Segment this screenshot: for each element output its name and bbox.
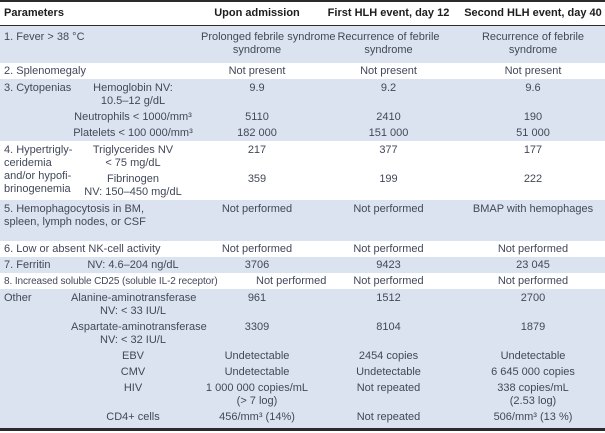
value-cell: Not repeated — [316, 409, 461, 430]
value-cell: Not present — [360, 65, 417, 77]
value-cell: Not present — [228, 65, 286, 77]
row-fever: 1. Fever > 38 °C Prolonged febrile syndro… — [0, 25, 605, 63]
value-cell: 2454 copies — [316, 348, 461, 364]
col-header-upon-admission: Upon admission — [198, 1, 316, 26]
sub-parameter-cell: Triglycerides NV < 75 mg/dL — [92, 144, 174, 169]
value-cell: 9.6 — [461, 79, 605, 109]
col-header-parameters: Parameters — [0, 1, 198, 26]
value-cell: 961 — [198, 289, 316, 319]
value-cell: Undetectable — [316, 364, 461, 380]
value-cell: Not performed — [353, 275, 424, 287]
value-cell: 8104 — [316, 319, 461, 348]
parameter-cell: 1. Fever > 38 °C — [0, 25, 198, 63]
row-nk-activity: 6. Low or absent NK-cell activity Not per… — [0, 241, 605, 257]
row-other-hiv: HIV 1 000 000 copies/mL (> 7 log) Not repe… — [0, 380, 605, 409]
sub-parameter-cell: Alanine-aminotransferase NV: < 33 IU/L — [68, 289, 198, 319]
value-cell: Recurrence of febrile syndrome — [316, 25, 461, 63]
table-body: 1. Fever > 38 °C Prolonged febrile syndro… — [0, 25, 605, 430]
value-cell: Not performed — [198, 200, 316, 241]
value-cell: Prolonged febrile syndrome syndrome — [198, 25, 336, 63]
value-cell: 1 000 000 copies/mL (> 7 log) — [198, 380, 316, 409]
value-cell: BMAP with hemophages — [461, 200, 605, 241]
value-cell: Not performed — [497, 275, 569, 287]
value-cell: 177 — [523, 144, 543, 156]
sub-parameter-cell: Fibrinogen NV: 150–450 mg/dL — [84, 173, 182, 198]
parameter-cell: 8. Increased soluble CD25 (soluble IL-2 … — [4, 276, 218, 287]
value-cell: 151 000 — [316, 125, 461, 141]
value-cell: 359 — [247, 173, 267, 185]
value-cell: 6 645 000 copies — [461, 364, 605, 380]
row-hemophagocytosis: 5. Hemophagocytosis in BM, spleen, lymph… — [0, 200, 605, 241]
value-cell: 190 — [461, 109, 605, 125]
row-other-cd4: CD4+ cells 456/mm³ (14%) Not repeated 506/m… — [0, 409, 605, 430]
value-cell: 217 — [247, 144, 267, 156]
value-cell: 9.9 — [198, 79, 316, 109]
row-hypofibrinogenemia: Fibrinogen NV: 150–450 mg/dL 359 199 222 — [0, 171, 605, 200]
sub-parameter-cell: Platelets < 100 000/mm³ — [68, 125, 198, 141]
row-cytopenias-hemoglobin: 3. Cytopenias Hemoglobin NV: 10.5–12 g/dL… — [0, 79, 605, 141]
value-cell: Undetectable — [198, 348, 316, 364]
value-cell: 23 045 — [461, 257, 605, 273]
parameter-cell: 6. Low or absent NK-cell activity — [4, 243, 161, 255]
value-cell: 199 — [379, 173, 398, 185]
value-cell: Undetectable — [198, 364, 316, 380]
value-cell: Not performed — [256, 275, 327, 287]
sub-parameter-cell: NV: 4.6–204 ng/dL — [68, 257, 198, 273]
value-cell: 51 000 — [461, 125, 605, 141]
row-splenomegaly: 2. Splenomegaly Not present Not present Not… — [0, 63, 605, 79]
value-cell: 2410 — [316, 109, 461, 125]
value-cell: Not repeated — [316, 380, 461, 409]
parameter-cell: 3. Cytopenias — [0, 79, 71, 141]
row-other-ast: Aspartate-aminotransferase NV: < 32 IU/L… — [0, 319, 605, 348]
value-cell: 5110 — [198, 109, 316, 125]
parameter-cell: 5. Hemophagocytosis in BM, spleen, lymph… — [0, 200, 198, 241]
value-cell: 3706 — [198, 257, 316, 273]
value-cell: Not performed — [316, 200, 461, 241]
value-cell: Not present — [504, 65, 562, 77]
value-cell: 9423 — [316, 257, 461, 273]
parameter-cell: 4. Hypertrigly- ceridemia and/or hypofi-… — [4, 144, 73, 195]
row-other-alt: Other Alanine-aminotransferase NV: < 33 I… — [0, 289, 605, 430]
value-cell: 182 000 — [198, 125, 316, 141]
parameter-cell: 7. Ferritin — [0, 257, 68, 273]
row-other-cmv: CMV Undetectable Undetectable 6 645 000 cop… — [0, 364, 605, 380]
sub-parameter-cell: CD4+ cells — [68, 409, 198, 430]
col-header-second-hlh-event: Second HLH event, day 40 — [461, 1, 605, 26]
value-cell: 9.2 — [316, 79, 461, 109]
value-cell: 1512 — [316, 289, 461, 319]
row-hypertriglyceridemia: 4. Hypertrigly- ceridemia and/or hypofi-… — [0, 141, 605, 195]
value-cell: Undetectable — [461, 348, 605, 364]
value-cell: 338 copies/mL (2.53 log) — [461, 380, 605, 409]
value-cell: 456/mm³ (14%) — [198, 409, 316, 430]
sub-parameter-cell: Hemoglobin NV: 10.5–12 g/dL — [68, 79, 198, 109]
header-row: Parameters Upon admission First HLH even… — [0, 1, 605, 26]
value-cell: Not performed — [221, 243, 293, 255]
value-cell: 2700 — [461, 289, 605, 319]
row-cd25: 8. Increased soluble CD25 (soluble IL-2 … — [0, 273, 605, 289]
sub-parameter-cell: HIV — [68, 380, 198, 409]
value-cell: Recurrence of febrile syndrome — [461, 25, 605, 63]
parameter-cell: Other — [0, 289, 68, 430]
parameter-cell: 2. Splenomegaly — [4, 65, 86, 77]
value-cell: 1879 — [461, 319, 605, 348]
sub-parameter-cell: Aspartate-aminotransferase NV: < 32 IU/L — [68, 319, 207, 348]
row-ferritin: 7. Ferritin NV: 4.6–204 ng/dL 3706 9423 23 0… — [0, 257, 605, 273]
value-cell: 222 — [523, 173, 543, 185]
row-cytopenias-platelets: Platelets < 100 000/mm³ 182 000 151 000 51 … — [0, 125, 605, 141]
table-header: Parameters Upon admission First HLH even… — [0, 1, 605, 26]
value-cell: 506/mm³ (13 %) — [461, 409, 605, 430]
sub-parameter-cell: Neutrophils < 1000/mm³ — [68, 109, 198, 125]
value-cell: 3309 — [198, 319, 316, 348]
sub-parameter-cell: EBV — [68, 348, 198, 364]
value-cell: Not performed — [353, 243, 424, 255]
value-cell: Not performed — [497, 243, 569, 255]
value-cell: 377 — [379, 144, 398, 156]
row-cytopenias-neutrophils: Neutrophils < 1000/mm³ 5110 2410 190 — [0, 109, 605, 125]
sub-parameter-cell: CMV — [68, 364, 198, 380]
col-header-first-hlh-event: First HLH event, day 12 — [316, 1, 461, 26]
row-other-ebv: EBV Undetectable 2454 copies Undetectable — [0, 348, 605, 364]
